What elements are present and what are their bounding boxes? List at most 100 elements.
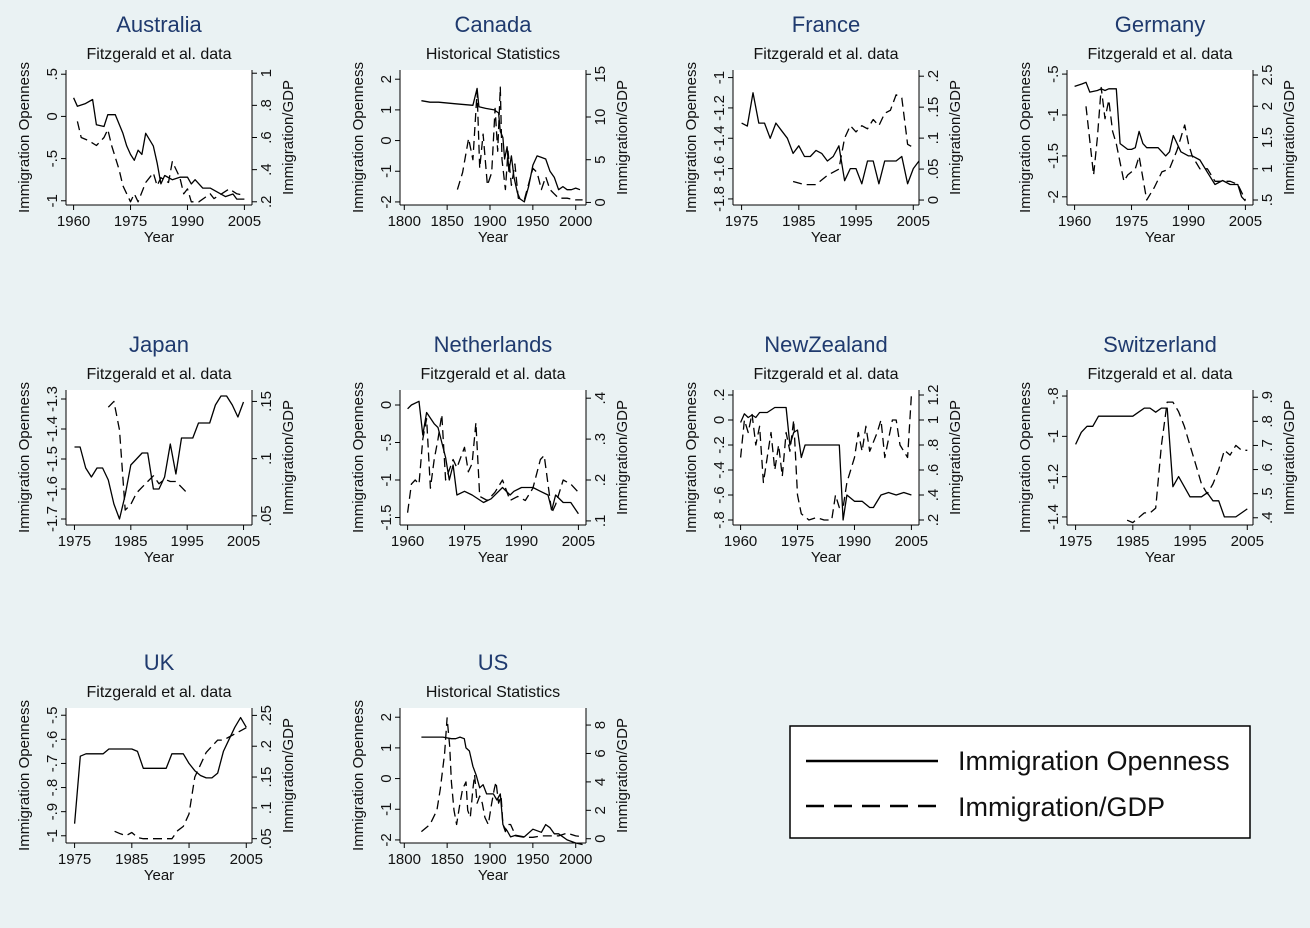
left-tick-label: -.6	[44, 731, 61, 749]
right-axis-label: Immigration/GDP	[614, 80, 631, 195]
x-tick-label: 1850	[430, 213, 463, 230]
left-axis-label: Immigration Openness	[1017, 382, 1034, 533]
x-tick-label: 1975	[58, 533, 91, 550]
chart-title: Australia	[116, 12, 202, 37]
plot-area	[733, 390, 919, 525]
left-tick-label: -1.3	[44, 386, 61, 412]
right-tick-label: .15	[925, 97, 942, 118]
x-axis-label: Year	[478, 549, 508, 566]
right-tick-label: .6	[258, 131, 275, 144]
left-tick-label: -.7	[44, 755, 61, 773]
legend-solid-label: Immigration Openness	[958, 746, 1230, 776]
chart-title: Germany	[1115, 12, 1205, 37]
x-tick-label: 2005	[228, 213, 261, 230]
right-axis-label: Immigration/GDP	[280, 400, 297, 515]
x-tick-label: 1975	[1115, 213, 1148, 230]
right-tick-label: .05	[258, 505, 275, 526]
chart-title: NewZealand	[764, 332, 888, 357]
left-tick-label: 0	[711, 416, 728, 424]
chart-subtitle: Fitzgerald et al. data	[421, 366, 566, 383]
legend-box	[789, 725, 1251, 839]
chart-subtitle: Fitzgerald et al. data	[87, 366, 232, 383]
left-tick-label: 0	[378, 774, 395, 782]
x-tick-label: 1985	[115, 851, 148, 868]
left-tick-label: -.8	[711, 511, 728, 529]
series-line-immigration-openness	[74, 395, 245, 520]
x-tick-label: 1990	[1172, 213, 1205, 230]
x-tick-label: 1990	[505, 533, 538, 550]
right-tick-label: .3	[592, 433, 609, 446]
left-axis-label: Immigration Openness	[1017, 62, 1034, 213]
right-tick-label: .8	[1259, 415, 1276, 428]
x-tick-label: 2005	[1229, 213, 1262, 230]
right-tick-label: 0	[592, 835, 609, 843]
right-tick-label: .1	[592, 515, 609, 528]
left-tick-label: 0	[44, 112, 61, 120]
plot-area	[66, 708, 252, 843]
x-axis-label: Year	[1145, 549, 1175, 566]
chart-panel-japan: Japan Fitzgerald et al. data 1975 1985 1995 2…	[16, 332, 297, 566]
right-tick-label: .8	[258, 99, 275, 112]
x-tick-label: 2005	[897, 213, 930, 230]
series-line-immigration-gdp	[114, 727, 247, 840]
left-tick-label: -1	[378, 803, 395, 816]
right-axis-label: Immigration/GDP	[280, 718, 297, 833]
right-tick-label: .7	[1259, 439, 1276, 452]
right-tick-label: 6	[592, 749, 609, 757]
plot-area	[66, 390, 252, 525]
plot-area	[733, 70, 919, 205]
right-tick-label: .25	[258, 705, 275, 726]
series-line-immigration-gdp	[107, 400, 188, 511]
chart-panel-netherlands: Netherlands Fitzgerald et al. data 1960 197…	[350, 332, 631, 566]
series-line-immigration-openness	[740, 406, 912, 521]
left-tick-label: -.8	[44, 779, 61, 797]
right-tick-label: .5	[1259, 194, 1276, 207]
x-tick-label: 1950	[516, 213, 549, 230]
right-tick-label: .05	[258, 828, 275, 849]
x-tick-label: 1800	[388, 851, 421, 868]
right-tick-label: .8	[925, 439, 942, 452]
left-tick-label: 1	[378, 744, 395, 752]
left-tick-label: -1	[1045, 108, 1062, 121]
series-line-immigration-gdp	[456, 86, 583, 201]
x-tick-label: 1985	[1116, 533, 1149, 550]
series-line-immigration-gdp	[739, 394, 913, 521]
chart-panel-uk: UK Fitzgerald et al. data 1975 1985 1995 2005…	[16, 650, 297, 884]
left-tick-label: -.8	[1045, 387, 1062, 405]
left-tick-label: -1.2	[711, 95, 728, 121]
chart-subtitle: Fitzgerald et al. data	[1088, 46, 1233, 63]
chart-subtitle: Historical Statistics	[426, 46, 560, 63]
series-line-immigration-gdp	[1126, 401, 1248, 524]
left-tick-label: .5	[44, 68, 61, 81]
left-tick-label: -1.5	[1045, 143, 1062, 169]
x-tick-label: 1950	[516, 851, 549, 868]
x-tick-label: 1850	[430, 851, 463, 868]
left-tick-label: -.4	[711, 461, 728, 479]
right-tick-label: .4	[1259, 512, 1276, 525]
right-tick-label: .15	[258, 391, 275, 412]
chart-title: Canada	[454, 12, 532, 37]
right-axis-label: Immigration/GDP	[1281, 80, 1298, 195]
right-axis-label: Immigration/GDP	[947, 80, 964, 195]
chart-panels: Australia Fitzgerald et al. data 1960 1975 1…	[16, 12, 1298, 884]
right-tick-label: 2	[592, 806, 609, 814]
x-tick-label: 2005	[1231, 533, 1264, 550]
left-tick-label: -.2	[711, 436, 728, 454]
left-axis-label: Immigration Openness	[350, 700, 367, 851]
x-tick-label: 1960	[57, 213, 90, 230]
x-axis-label: Year	[811, 229, 841, 246]
right-tick-label: .2	[258, 196, 275, 209]
x-tick-label: 1900	[473, 851, 506, 868]
chart-subtitle: Fitzgerald et al. data	[87, 46, 232, 63]
right-tick-label: 5	[592, 156, 609, 164]
left-tick-label: -1	[378, 165, 395, 178]
right-tick-label: 0	[925, 196, 942, 204]
right-tick-label: .6	[1259, 463, 1276, 476]
series-line-immigration-openness	[421, 736, 583, 846]
left-tick-label: -1.6	[711, 156, 728, 182]
x-axis-label: Year	[478, 867, 508, 884]
left-axis-label: Immigration Openness	[16, 700, 33, 851]
x-tick-label: 2005	[562, 533, 595, 550]
left-tick-label: -.5	[44, 706, 61, 724]
right-tick-label: 4	[592, 778, 609, 786]
